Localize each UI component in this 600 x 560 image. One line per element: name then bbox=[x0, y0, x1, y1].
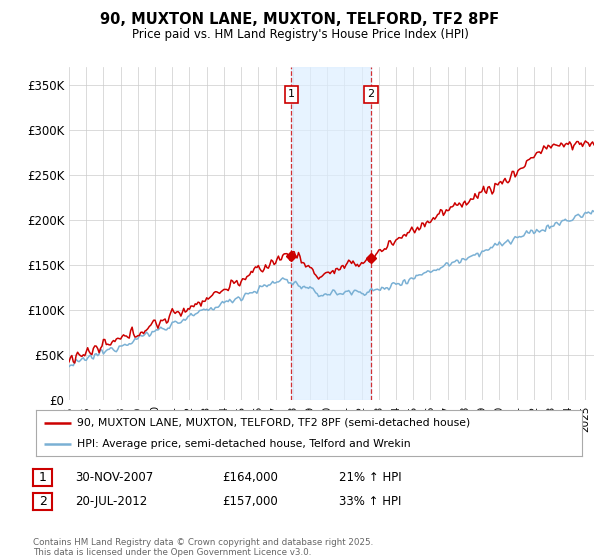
Text: Price paid vs. HM Land Registry's House Price Index (HPI): Price paid vs. HM Land Registry's House … bbox=[131, 28, 469, 41]
Text: 30-NOV-2007: 30-NOV-2007 bbox=[75, 470, 153, 484]
Text: 90, MUXTON LANE, MUXTON, TELFORD, TF2 8PF (semi-detached house): 90, MUXTON LANE, MUXTON, TELFORD, TF2 8P… bbox=[77, 418, 470, 428]
Text: 90, MUXTON LANE, MUXTON, TELFORD, TF2 8PF: 90, MUXTON LANE, MUXTON, TELFORD, TF2 8P… bbox=[100, 12, 500, 27]
Text: 2: 2 bbox=[368, 89, 374, 99]
Text: 1: 1 bbox=[288, 89, 295, 99]
Text: HPI: Average price, semi-detached house, Telford and Wrekin: HPI: Average price, semi-detached house,… bbox=[77, 440, 410, 450]
Text: Contains HM Land Registry data © Crown copyright and database right 2025.
This d: Contains HM Land Registry data © Crown c… bbox=[33, 538, 373, 557]
Text: 21% ↑ HPI: 21% ↑ HPI bbox=[339, 470, 401, 484]
Text: 33% ↑ HPI: 33% ↑ HPI bbox=[339, 494, 401, 508]
Text: £164,000: £164,000 bbox=[222, 470, 278, 484]
Bar bbox=[292, 67, 371, 400]
Text: 2: 2 bbox=[38, 494, 47, 508]
Text: 1: 1 bbox=[38, 470, 47, 484]
Text: £157,000: £157,000 bbox=[222, 494, 278, 508]
Text: 20-JUL-2012: 20-JUL-2012 bbox=[75, 494, 147, 508]
